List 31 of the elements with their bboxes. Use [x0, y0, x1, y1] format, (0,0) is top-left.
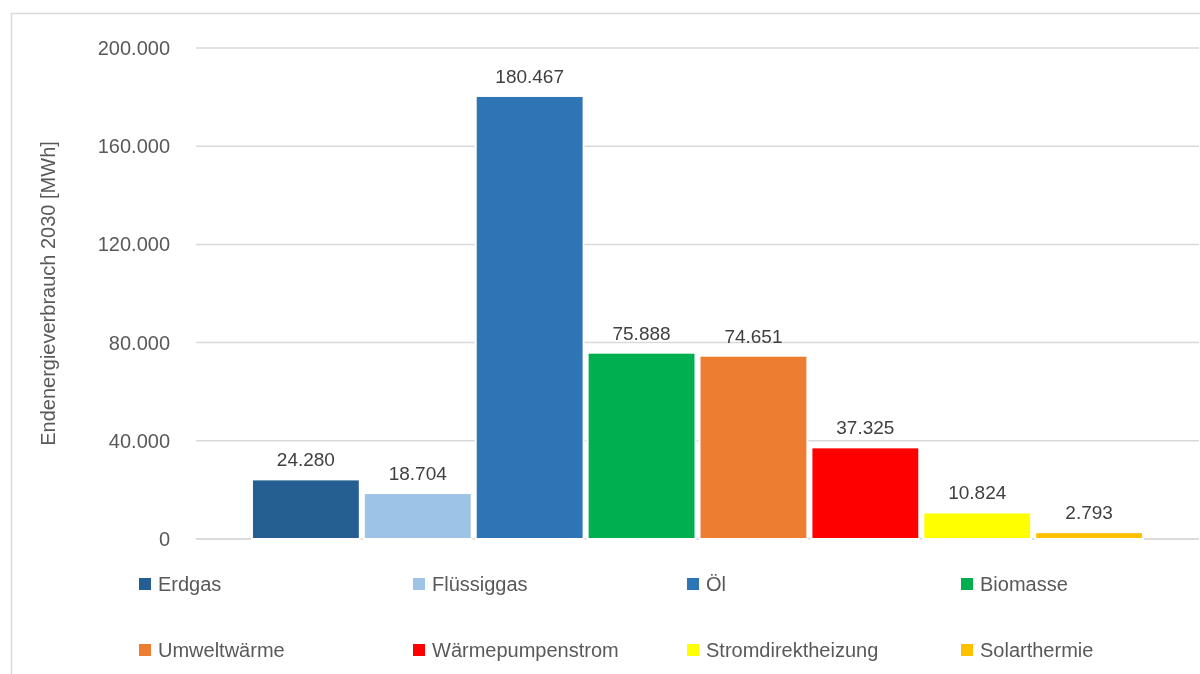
- legend-label: Biomasse: [980, 573, 1068, 595]
- bar: [474, 94, 585, 540]
- legend-label: Erdgas: [158, 573, 222, 595]
- legend-label: Umweltwärme: [158, 639, 285, 661]
- legend-label: Flüssiggas: [432, 573, 528, 595]
- legend-label: Stromdirektheizung: [706, 639, 879, 661]
- y-tick-label: 80.000: [108, 331, 170, 354]
- legend-label: Öl: [706, 573, 726, 595]
- data-label: 10.824: [948, 482, 1007, 504]
- y-axis-title: Endenergieverbrauch 2030 [MWh]: [37, 141, 59, 446]
- bar: [922, 511, 1033, 540]
- data-label: 24.280: [276, 449, 335, 471]
- bar: [698, 354, 809, 540]
- bar: [586, 351, 697, 540]
- y-tick-label: 120.000: [97, 233, 170, 256]
- data-label: 2.793: [1065, 502, 1113, 524]
- bar: [362, 492, 473, 540]
- bar: [250, 478, 361, 540]
- data-label: 75.888: [612, 322, 671, 344]
- data-label: 37.325: [836, 417, 895, 439]
- bar: [810, 446, 921, 540]
- y-tick-label: 200.000: [97, 37, 170, 59]
- legend-label: Solarthermie: [980, 639, 1094, 661]
- y-tick-label: 40.000: [108, 429, 170, 452]
- data-label: 18.704: [388, 463, 448, 485]
- legend-label: Wärmepumpenstrom: [432, 639, 619, 661]
- data-label: 180.467: [495, 65, 565, 87]
- y-tick-label: 0: [158, 528, 170, 550]
- bar: [1034, 531, 1145, 540]
- y-tick-label: 160.000: [97, 135, 170, 158]
- data-label: 74.651: [724, 325, 783, 347]
